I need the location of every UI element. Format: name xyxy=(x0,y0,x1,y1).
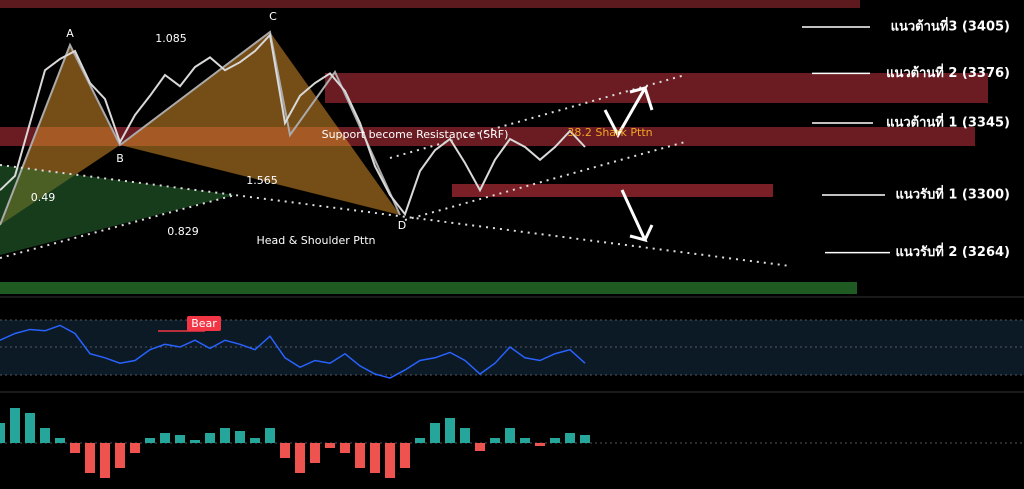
price-line xyxy=(0,32,586,217)
histogram-bar xyxy=(295,443,305,473)
annotation: 38.2 Shark Pttn xyxy=(567,126,652,139)
histogram-bar xyxy=(265,428,275,443)
histogram-bar xyxy=(115,443,125,468)
histogram-bar xyxy=(445,418,455,443)
histogram-bar xyxy=(430,423,440,443)
histogram-bar xyxy=(160,433,170,443)
histogram-bar xyxy=(55,438,65,443)
bear-label: Bear xyxy=(191,317,217,330)
histogram-bar xyxy=(370,443,380,473)
level-label: แนวรับที่ 2 (3264) xyxy=(895,242,1010,260)
histogram-bar xyxy=(535,443,545,446)
histogram-bar xyxy=(235,431,245,443)
pattern-line xyxy=(0,30,401,226)
histogram-bar xyxy=(85,443,95,473)
pattern xyxy=(0,165,235,255)
annotation: C xyxy=(269,10,277,23)
annotation: 0.829 xyxy=(167,225,199,238)
histogram-bar xyxy=(310,443,320,463)
histogram-bar xyxy=(550,438,560,443)
histogram-bar xyxy=(355,443,365,468)
histogram-bar xyxy=(175,435,185,443)
histogram-bar xyxy=(400,443,410,468)
histogram-bar xyxy=(580,435,590,443)
histogram-bar xyxy=(100,443,110,478)
histogram-bar xyxy=(220,428,230,443)
bear-badge xyxy=(187,316,221,331)
histogram-bar xyxy=(0,423,5,443)
rsi-line xyxy=(0,324,586,379)
level-label: แนวต้านที่ 1 (3345) xyxy=(886,113,1010,131)
pattern xyxy=(120,32,400,215)
histogram-bar xyxy=(505,428,515,443)
histogram-bar xyxy=(415,438,425,443)
zone xyxy=(0,0,860,8)
arrow-down xyxy=(620,189,654,243)
annotation: B xyxy=(116,152,124,165)
annotation: Head & Shoulder Pttn xyxy=(256,234,375,247)
level-label: แนวรับที่ 1 (3300) xyxy=(895,185,1010,203)
histogram-bar xyxy=(130,443,140,453)
annotation: Support become Resistance (SRF) xyxy=(322,128,509,141)
level-label: แนวต้านที่3 (3405) xyxy=(891,17,1010,35)
histogram-bar xyxy=(40,428,50,443)
histogram-bar xyxy=(460,428,470,443)
histogram-bar xyxy=(520,438,530,443)
annotation: 0.49 xyxy=(31,191,56,204)
histogram-bar xyxy=(475,443,485,451)
histogram-bar xyxy=(325,443,335,448)
histogram-bar xyxy=(565,433,575,443)
histogram-bar xyxy=(70,443,80,453)
histogram-bar xyxy=(190,440,200,443)
histogram-bar xyxy=(490,438,500,443)
histogram-bar xyxy=(10,408,20,443)
annotation: 1.565 xyxy=(246,174,278,187)
zone xyxy=(452,184,773,197)
annotation: 1.085 xyxy=(155,32,187,45)
histogram-bar xyxy=(145,438,155,443)
annotation: D xyxy=(398,219,406,232)
histogram-bar xyxy=(280,443,290,458)
zone xyxy=(0,282,857,294)
arrow-up xyxy=(603,85,654,139)
histogram-bar xyxy=(25,413,35,443)
histogram-bar xyxy=(385,443,395,478)
annotation: A xyxy=(66,27,74,40)
zone xyxy=(325,73,988,103)
histogram-bar xyxy=(250,438,260,443)
histogram-bar xyxy=(340,443,350,453)
level-label: แนวต้านที่ 2 (3376) xyxy=(886,63,1010,81)
histogram-bar xyxy=(205,433,215,443)
